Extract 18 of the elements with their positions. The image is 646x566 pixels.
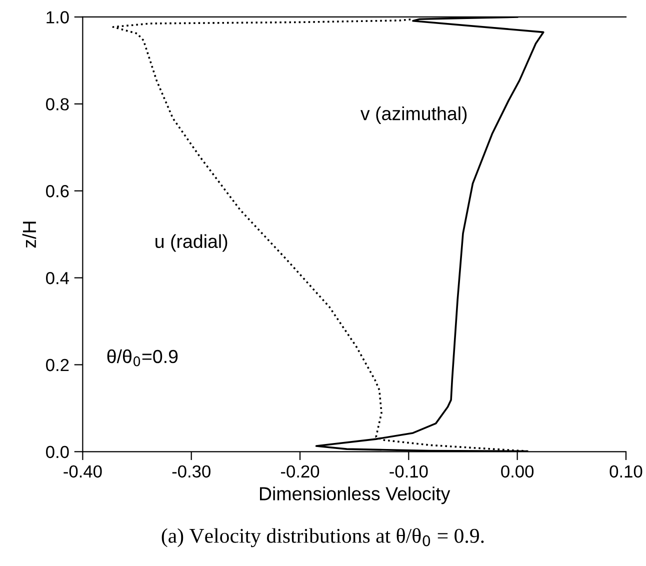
x-tick-label: -0.10 xyxy=(390,465,428,478)
x-tick-label: 0.00 xyxy=(501,465,534,478)
series-label: v (azimuthal) xyxy=(360,106,467,124)
y-axis-title: z/H xyxy=(22,222,36,248)
annotation: θ/θ$_{0}$=0.9 xyxy=(107,349,178,366)
text: (a) Velocity distributions at θ/θ$_{0}$ = 0.9. xyxy=(162,528,484,548)
series-label: u (radial) xyxy=(156,234,228,252)
y-tick-label: 0.4 xyxy=(46,272,69,284)
x-tick-label: -0.40 xyxy=(64,465,102,478)
x-tick-label: 0.10 xyxy=(610,465,642,478)
x-tick-label: -0.30 xyxy=(172,465,210,478)
x-axis-title: Dimensionless Velocity xyxy=(260,486,450,504)
y-tick-label: 0.8 xyxy=(46,98,69,110)
y-tick-label: 0.6 xyxy=(46,185,69,198)
y-tick-label: 0.2 xyxy=(46,358,69,372)
y-tick-label: 1.0 xyxy=(46,11,69,24)
y-tick-label: 0.0 xyxy=(46,446,69,458)
x-tick-label: -0.20 xyxy=(280,465,320,478)
